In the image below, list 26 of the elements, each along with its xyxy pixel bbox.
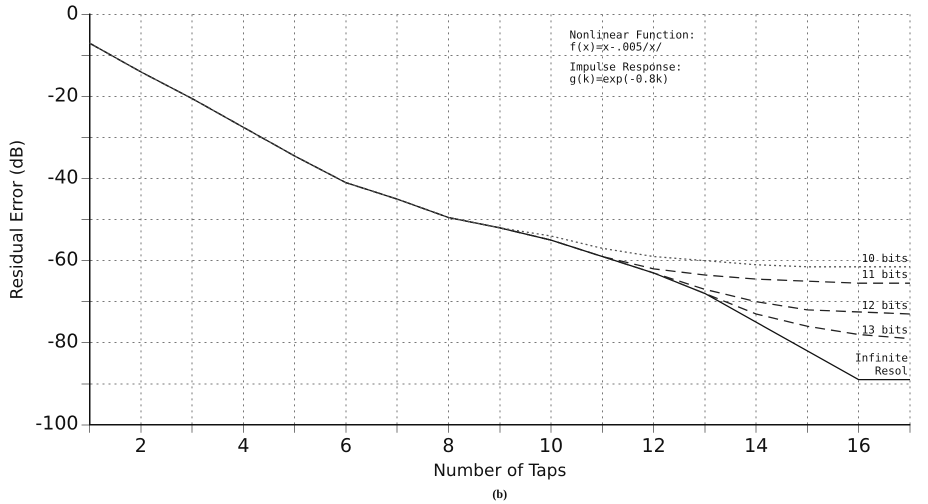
series-label: 11 bits [862,268,908,282]
annotation: Impulse Response: [570,60,682,74]
series-label: 10 bits [862,252,908,265]
x-tick-label: 10 [538,435,564,458]
text: (b) [492,487,508,501]
x-tick-label: 2 [134,435,147,458]
y-tick-label: 0 [66,2,79,24]
x-tick-label: 4 [237,435,250,458]
y-tick-label: -100 [35,412,79,435]
x-axis-title: Number of Taps [433,461,566,482]
y-tick-label: -20 [47,84,79,106]
series-label: 13 bits [862,324,908,337]
x-tick-label: 8 [442,435,455,458]
annotation: Nonlinear Function: [570,28,696,42]
x-tick-label: 6 [340,435,352,458]
annotation: g(k)=exp(-0.8k) [570,72,669,86]
x-tick-label: 16 [846,435,871,458]
y-tick-label: -60 [47,248,79,271]
y-axis-title: Residual Error (dB) [8,140,28,300]
series-label: Infinite Resol [855,352,908,378]
x-tick-label: 12 [642,435,666,458]
series-label: 12 bits [862,298,908,312]
x-tick-label: 14 [744,435,768,458]
annotation: f(x)=x-.005/x/ [570,40,662,54]
y-tick-label: -40 [47,166,79,188]
y-tick-label: -80 [47,330,79,353]
